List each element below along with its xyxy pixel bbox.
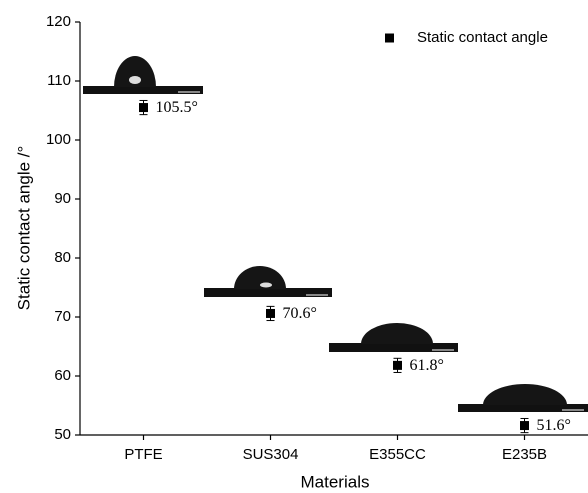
x-tick-label: SUS304	[243, 446, 299, 463]
point	[393, 360, 402, 370]
y-tick-label: 100	[46, 131, 71, 148]
legend-label: Static contact angle	[417, 29, 548, 46]
point	[139, 103, 148, 113]
x-axis-label: Materials	[301, 472, 370, 491]
y-axis-label: Static contact angle /°	[14, 146, 33, 311]
y-tick-label: 70	[54, 308, 71, 325]
value-label: 70.6°	[283, 305, 317, 322]
x-tick-label: E235B	[502, 446, 547, 463]
value-label: 61.8°	[410, 357, 444, 374]
y-tick-label: 120	[46, 13, 71, 30]
y-tick-label: 90	[54, 190, 71, 207]
x-tick-label: E355CC	[369, 446, 426, 463]
value-label: 105.5°	[156, 99, 198, 116]
x-tick-label: PTFE	[124, 446, 162, 463]
y-tick-label: 60	[54, 367, 71, 384]
y-tick-label: 80	[54, 249, 71, 266]
y-tick-label: 50	[54, 426, 71, 443]
value-label: 51.6°	[537, 417, 571, 434]
droplet-images	[83, 56, 588, 412]
point	[266, 308, 275, 318]
point	[520, 421, 529, 431]
y-tick-label: 110	[47, 72, 71, 89]
legend-marker	[385, 33, 394, 43]
